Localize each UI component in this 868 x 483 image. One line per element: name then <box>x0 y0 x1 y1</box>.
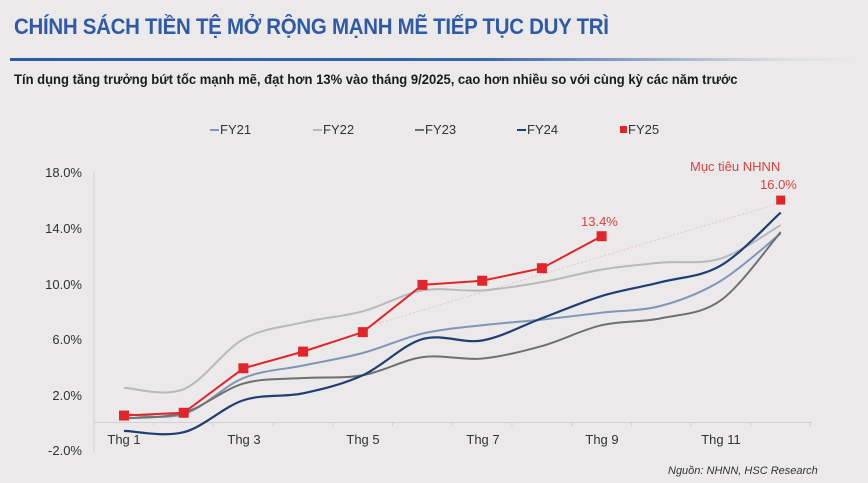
series-line-fy23 <box>123 231 782 420</box>
fy25-marker <box>357 327 368 338</box>
legend-label: FY22 <box>323 122 355 137</box>
target-marker <box>776 195 786 205</box>
fy25-marker <box>417 279 428 290</box>
y-tick-label: 14.0% <box>45 221 82 236</box>
source-note: Nguồn: NHNN, HSC Research <box>668 465 818 477</box>
x-tick-label: Thg 5 <box>346 432 380 447</box>
title-divider <box>10 58 860 61</box>
target-value-label: 16.0% <box>760 177 797 192</box>
series-line-fy25 <box>123 235 603 417</box>
legend-item-fy23: FY23 <box>415 122 456 137</box>
chart-subtitle: Tín dụng tăng trưởng bứt tốc mạnh mẽ, đạ… <box>14 71 738 87</box>
legend-item-fy25: FY25 <box>620 122 659 137</box>
y-tick-label: -2.0% <box>48 443 82 458</box>
legend-line-icon <box>210 128 219 131</box>
fy25-marker <box>238 363 249 374</box>
series-line-fy21 <box>123 232 782 418</box>
y-tick-label: 18.0% <box>45 165 82 180</box>
series-line-fy22 <box>123 224 782 394</box>
target-trend-line <box>362 202 781 329</box>
legend-item-fy22: FY22 <box>313 122 354 137</box>
legend-item-fy21: FY21 <box>210 122 251 137</box>
legend-square-icon <box>620 126 627 133</box>
y-tick-label: 10.0% <box>45 277 82 292</box>
x-tick-label: Thg 1 <box>107 432 141 447</box>
legend-label: FY21 <box>220 122 252 137</box>
x-tick-label: Thg 7 <box>466 432 500 447</box>
y-tick-label: 6.0% <box>52 332 82 347</box>
fy25-marker <box>178 407 189 418</box>
target-label: Mục tiêu NHNN <box>690 159 781 174</box>
x-tick-label: Thg 11 <box>701 432 741 447</box>
y-tick-label: 2.0% <box>52 388 82 403</box>
legend-line-icon <box>415 128 424 131</box>
x-tick-label: Thg 9 <box>585 432 619 447</box>
legend-label: FY24 <box>527 122 559 137</box>
x-tick-label: Thg 3 <box>227 432 261 447</box>
fy25-last-value-label: 13.4% <box>581 214 618 229</box>
fy25-marker <box>119 410 129 421</box>
chart-legend: FY21 FY22 FY23 FY24 FY25 <box>0 122 868 140</box>
legend-item-fy24: FY24 <box>517 122 558 137</box>
fy25-marker <box>298 346 309 357</box>
legend-line-icon <box>313 128 322 131</box>
legend-label: FY23 <box>425 122 457 137</box>
legend-label: FY25 <box>628 122 660 137</box>
fy25-marker <box>477 275 488 286</box>
series-line-fy24 <box>123 211 782 436</box>
fy25-marker <box>596 231 607 242</box>
fy25-marker <box>536 263 547 274</box>
page-title: CHÍNH SÁCH TIỀN TỆ MỞ RỘNG MẠNH MẼ TIẾP … <box>14 14 609 39</box>
legend-line-icon <box>517 128 526 131</box>
